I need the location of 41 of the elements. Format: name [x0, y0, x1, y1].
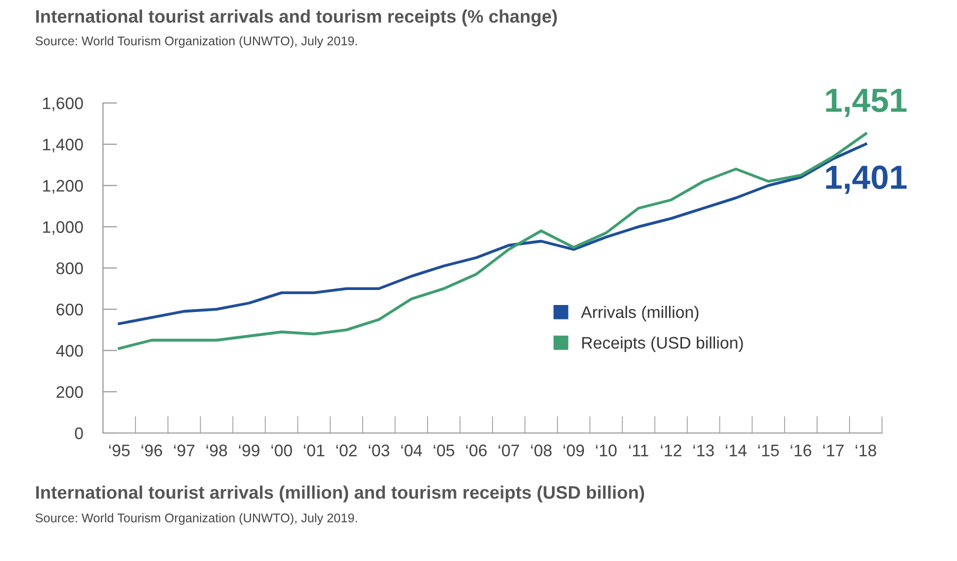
x-tick-label: ‘15: [758, 444, 779, 456]
x-tick-label: ‘07: [498, 444, 520, 456]
y-tick-label: 1,600: [43, 97, 83, 112]
x-tick-label: ‘99: [238, 444, 260, 456]
x-tick-label: ‘02: [336, 444, 357, 456]
y-tick-label: 400: [56, 344, 83, 357]
x-tick-label: ‘96: [142, 444, 162, 456]
y-tick-label: 0: [74, 427, 83, 440]
x-tick-label: ‘17: [823, 444, 844, 456]
x-tick-label: ‘97: [174, 444, 194, 456]
y-tick-label: 1,400: [43, 138, 83, 152]
y-tick-label: 600: [56, 304, 83, 316]
chart-subtitle: Source: World Tourism Organization (UNWTO), July 2019.: [36, 36, 357, 48]
x-tick-label: ‘08: [531, 444, 552, 456]
x-tick-label: ‘10: [596, 444, 617, 456]
text: International tourist arrivals (million) and tourism receipts (USD billion): [36, 486, 644, 502]
chart-title: International tourist arrivals and tourism receipts (% change): [36, 10, 557, 26]
source-note: Source: World Tourism Organization (UNWTO), July 2019.: [36, 513, 357, 525]
x-tick-label: ‘14: [726, 444, 747, 456]
x-tick-label: ‘12: [660, 444, 682, 456]
annotation: 1,401: [826, 166, 907, 194]
x-tick-label: ‘06: [466, 444, 487, 456]
annotation: 1,451: [826, 88, 907, 117]
x-tick-label: ‘09: [564, 444, 584, 456]
y-tick-label: 1,200: [43, 180, 83, 194]
x-tick-label: ‘01: [304, 444, 324, 456]
x-tick-label: ‘16: [790, 444, 812, 456]
y-tick-label: 1,000: [43, 221, 83, 235]
x-tick-label: ‘05: [434, 444, 454, 456]
x-tick-label: ‘98: [206, 444, 227, 456]
x-tick-label: ‘00: [271, 444, 292, 456]
x-tick-label: ‘03: [368, 444, 390, 456]
x-tick-label: ‘13: [693, 444, 714, 456]
x-tick-label: ‘18: [856, 444, 876, 456]
y-tick-label: 800: [56, 262, 83, 274]
legend-label: Arrivals (million): [580, 306, 698, 322]
legend-label: Receipts (USD billion): [582, 336, 743, 352]
x-tick-label: ‘11: [629, 444, 648, 456]
x-tick-label: ‘04: [401, 444, 422, 456]
y-tick-label: 200: [56, 386, 83, 398]
x-tick-label: ‘95: [109, 444, 130, 456]
